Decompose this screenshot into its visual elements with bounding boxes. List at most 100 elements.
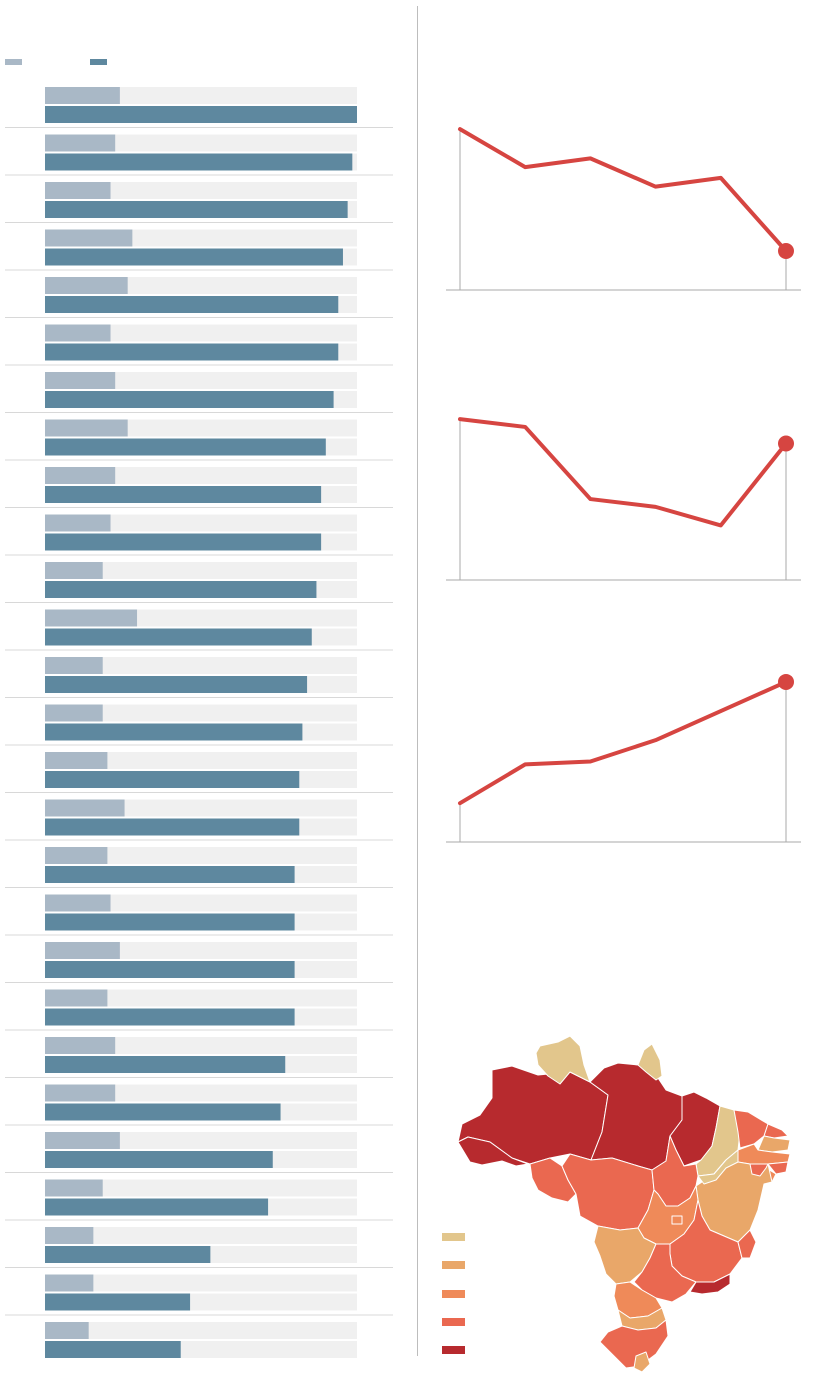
bar-secondary (45, 514, 111, 532)
series-line (458, 127, 788, 253)
bar-secondary (45, 562, 103, 579)
bar-secondary (45, 87, 120, 104)
bar-secondary (45, 1274, 94, 1292)
bar-primary (45, 1198, 269, 1216)
bar-primary (45, 248, 343, 266)
line-chart-2 (446, 417, 801, 581)
column-divider (417, 6, 418, 1356)
bar-rows (5, 87, 393, 1358)
brazil-map (457, 1035, 791, 1373)
bar-primary (45, 1103, 281, 1121)
bar-secondary (45, 1322, 89, 1339)
bar-secondary (45, 1037, 116, 1054)
map-regions (457, 1035, 791, 1373)
bar-primary (45, 818, 300, 836)
bar-track (45, 1322, 357, 1339)
map-region-northeast-dry (697, 1149, 739, 1185)
bar-track (45, 894, 357, 912)
bar-track (45, 372, 357, 389)
bar-primary (45, 486, 322, 503)
bar-track (45, 1274, 357, 1292)
bar-secondary (45, 1227, 94, 1244)
bar-track (45, 1227, 357, 1244)
bar-track (45, 989, 357, 1007)
bar-secondary (45, 1084, 116, 1102)
map-legend (442, 1233, 482, 1363)
bar-track (45, 1179, 357, 1197)
line-chart-1 (446, 127, 801, 291)
bar-secondary (45, 657, 103, 674)
map-legend-swatch-1 (442, 1233, 465, 1241)
map-region-alagoas (767, 1161, 789, 1175)
bar-secondary (45, 182, 111, 199)
map-region-northeast-coast (749, 1163, 769, 1177)
map-region-paraiba (757, 1135, 791, 1153)
bar-secondary (45, 799, 125, 817)
bar-secondary (45, 1132, 120, 1149)
bar-primary (45, 961, 295, 978)
map-legend-swatch-3 (442, 1290, 465, 1298)
last-point-marker (778, 435, 794, 452)
bar-primary (45, 533, 322, 551)
bar-primary (45, 296, 339, 313)
bar-track (45, 87, 357, 104)
bar-secondary (45, 847, 108, 864)
bar-primary (45, 1293, 191, 1311)
bar-track (45, 1132, 357, 1149)
bar-track (45, 1037, 357, 1054)
last-point-marker (778, 673, 794, 690)
bar-secondary (45, 419, 128, 437)
bar-track (45, 467, 357, 484)
bar-primary (45, 106, 357, 123)
series-line (458, 417, 788, 528)
map-region-amapa (637, 1043, 663, 1081)
bar-chart (5, 59, 393, 1358)
bar-primary (45, 1008, 295, 1026)
bar-track (45, 847, 357, 864)
bar-secondary (45, 277, 128, 294)
map-region-rio-de-janeiro (689, 1273, 731, 1295)
bar-primary (45, 771, 300, 788)
series-line (458, 679, 788, 806)
bar-track (45, 942, 357, 959)
bar-track (45, 514, 357, 532)
bar-secondary (45, 134, 116, 152)
bar-secondary (45, 229, 133, 247)
bar-track (45, 704, 357, 722)
bar-primary (45, 676, 308, 693)
map-region-acre (457, 1136, 529, 1167)
bar-secondary (45, 704, 103, 722)
bar-track (45, 1084, 357, 1102)
bar-secondary (45, 942, 120, 959)
bar-primary (45, 913, 295, 931)
legend-swatch-primary (90, 59, 107, 65)
bar-track (45, 657, 357, 674)
map-legend-swatch-5 (442, 1346, 465, 1354)
bar-primary (45, 201, 348, 218)
map-region-sao-paulo (633, 1243, 697, 1303)
bar-track (45, 182, 357, 199)
map-region-roraima (535, 1035, 591, 1085)
bar-primary (45, 343, 339, 361)
bar-primary (45, 866, 295, 883)
bar-secondary (45, 894, 111, 912)
legend-swatch-secondary (5, 59, 22, 65)
map-region-rondonia (529, 1157, 577, 1203)
bar-primary (45, 628, 312, 646)
bar-secondary (45, 324, 111, 342)
line-chart-3 (446, 673, 801, 843)
bar-primary (45, 438, 326, 456)
line-charts (446, 127, 801, 843)
bar-secondary (45, 1179, 103, 1197)
bar-primary (45, 1151, 273, 1168)
bar-track (45, 324, 357, 342)
bar-track (45, 562, 357, 579)
bar-secondary (45, 609, 138, 627)
bar-primary (45, 1246, 211, 1263)
map-legend-swatch-2 (442, 1261, 465, 1269)
map-region-espirito-santo (737, 1229, 757, 1259)
bar-primary (45, 723, 303, 741)
bar-primary (45, 581, 317, 598)
map-region-distrito-federal (671, 1215, 683, 1225)
bar-secondary (45, 467, 116, 484)
